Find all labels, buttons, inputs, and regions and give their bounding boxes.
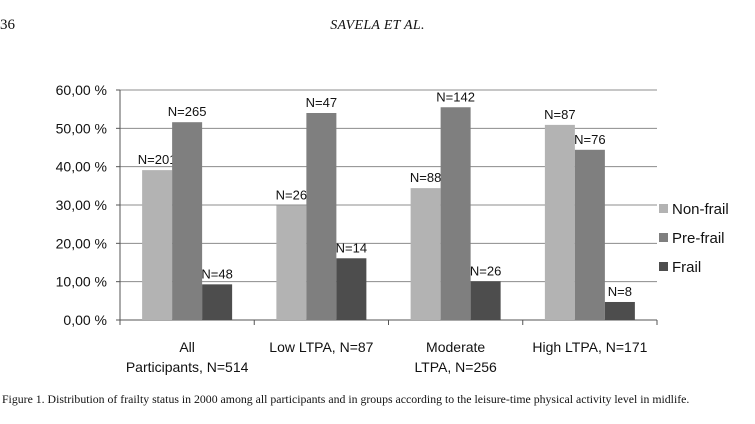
figure-caption: Figure 1. Distribution of frailty status… (2, 392, 690, 406)
bar-non-frail (410, 188, 441, 320)
y-tick-label: 60,00 % (56, 82, 107, 98)
x-category-label: Participants, N=514 (126, 359, 249, 375)
legend-label: Frail (672, 259, 701, 276)
data-label: N=87 (544, 107, 575, 122)
data-label: N=201 (138, 152, 177, 167)
bar-frail (202, 284, 233, 320)
y-tick-label: 40,00 % (56, 159, 107, 175)
y-tick-label: 10,00 % (56, 274, 107, 290)
running-head: SAVELA ET AL. (330, 18, 425, 33)
x-category-label: Low LTPA, N=87 (269, 339, 373, 355)
legend-swatch (659, 233, 668, 242)
bar-non-frail (142, 170, 173, 320)
legend-label: Non-frail (672, 201, 729, 218)
frailty-bar-chart: 0,00 % 10,00 % 20,00 % 30,00 % 40,00 % 50,00 … (56, 82, 729, 375)
bar-frail (470, 281, 501, 320)
bar-non-frail (544, 124, 575, 320)
bar-pre-frail (172, 122, 203, 320)
y-tick-label: 50,00 % (56, 120, 107, 136)
bar-non-frail (276, 205, 307, 320)
y-tick-label: 30,00 % (56, 197, 107, 213)
data-label: N=265 (168, 104, 207, 119)
bar-frail (336, 258, 367, 320)
page-number: 36 (0, 17, 15, 33)
data-label: N=8 (608, 284, 632, 299)
legend-swatch (659, 204, 668, 213)
data-label: N=88 (410, 170, 441, 185)
data-label: N=26 (470, 263, 501, 278)
data-label: N=142 (436, 89, 475, 104)
x-category-label: All (179, 339, 195, 355)
data-label: N=26 (276, 187, 307, 202)
data-label: N=48 (201, 266, 232, 281)
legend-swatch (659, 262, 668, 271)
y-tick-label: 20,00 % (56, 235, 107, 251)
x-category-label: High LTPA, N=171 (532, 339, 647, 355)
bar-frail (604, 301, 635, 320)
bar-pre-frail (306, 113, 337, 320)
data-label: N=76 (574, 132, 605, 147)
data-label: N=47 (306, 95, 337, 110)
bar-pre-frail (574, 149, 605, 320)
x-category-label: LTPA, N=256 (414, 359, 497, 375)
data-label: N=14 (336, 240, 367, 255)
x-category-label: Moderate (426, 339, 485, 355)
legend-label: Pre-frail (672, 230, 725, 247)
bar-pre-frail (440, 107, 471, 320)
y-tick-label: 0,00 % (63, 312, 107, 328)
